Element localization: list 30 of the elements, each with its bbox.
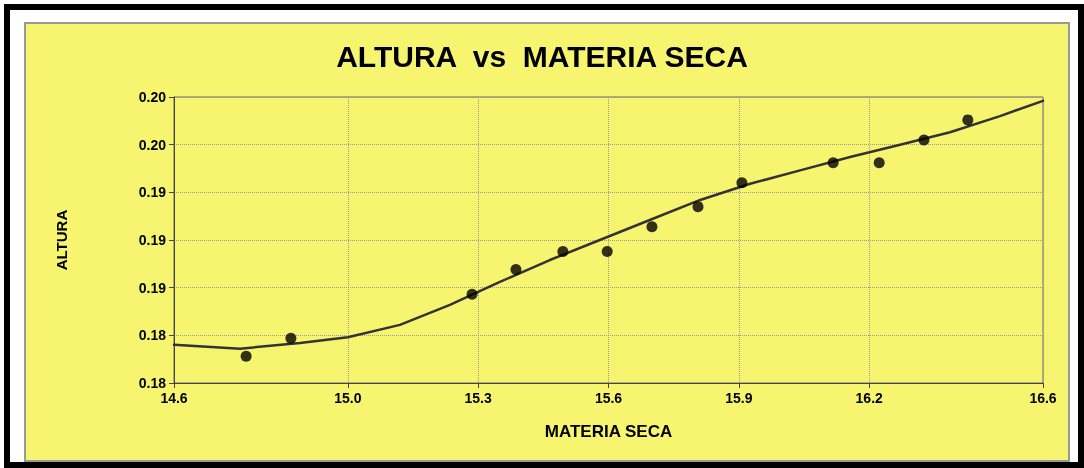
point (285, 332, 297, 344)
x-tick-label: 15.9 (725, 390, 753, 406)
y-tick-label: 0.20 (138, 89, 167, 105)
point (240, 350, 252, 362)
point (962, 114, 974, 126)
point (510, 264, 522, 276)
x-tick-label: 15.0 (334, 390, 362, 406)
y-tick-label: 0.18 (138, 327, 167, 344)
x-tick-label: 16.6 (1029, 390, 1057, 406)
x-axis-title: MATERIA SECA (544, 422, 673, 441)
x-tick-label: 14.6 (160, 390, 188, 406)
x-tick-label: 15.3 (464, 390, 492, 406)
y-axis-title: ALTURA (53, 209, 70, 271)
y-tick-label: 0.19 (138, 184, 167, 201)
point (601, 245, 613, 257)
y-tick-label: 0.20 (138, 136, 167, 153)
x-tick-label: 16.2 (855, 390, 884, 406)
y-tick-label: 0.19 (138, 279, 167, 296)
point (646, 221, 658, 233)
point (873, 157, 885, 169)
point (466, 288, 478, 300)
y-tick-label: 0.18 (138, 375, 167, 391)
point (827, 157, 839, 169)
y-tick-label: 0.19 (138, 232, 167, 248)
point (557, 245, 569, 257)
x-tick-label: 15.6 (594, 390, 623, 406)
point (736, 177, 748, 189)
point (918, 134, 930, 146)
point (692, 201, 704, 213)
chart-title: ALTURA vs MATERIA SECA (336, 39, 748, 73)
